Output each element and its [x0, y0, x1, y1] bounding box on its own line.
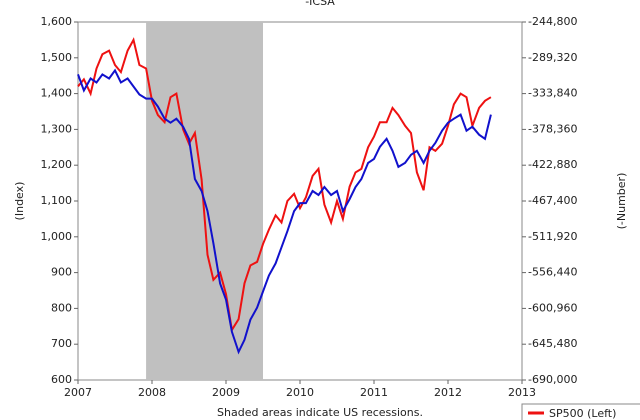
y2-tick-label: -467,400 [528, 194, 577, 207]
recession-note: Shaded areas indicate US recessions. [217, 406, 423, 419]
x-tick-label: 2012 [434, 386, 462, 399]
y2-axis-label: (-Number) [615, 173, 628, 230]
series-line [77, 68, 492, 355]
legend-box [521, 403, 640, 420]
y-tick-label: 1,300 [41, 122, 73, 135]
x-tick-label: 2013 [508, 386, 536, 399]
series-line [77, 37, 492, 333]
y-tick-label: 1,400 [41, 87, 73, 100]
y-tick-label: 1,200 [41, 158, 73, 171]
y2-tick-label: -511,920 [528, 230, 577, 243]
y-tick-label: 1,100 [41, 194, 73, 207]
x-tick-label: 2011 [360, 386, 388, 399]
x-tick-label: 2008 [138, 386, 166, 399]
y-axis-label: (Index) [13, 182, 26, 221]
y2-tick-label: -333,840 [528, 87, 577, 100]
x-tick-label: 2007 [64, 386, 92, 399]
y-tick-label: 900 [51, 266, 72, 279]
y-tick-label: 1,500 [41, 51, 73, 64]
y-tick-label: 800 [51, 301, 72, 314]
y2-tick-label: -645,480 [528, 337, 577, 350]
y-tick-label: 1,600 [41, 15, 73, 28]
y2-tick-label: -556,440 [528, 266, 577, 279]
y2-tick-label: -422,880 [528, 158, 577, 171]
legend-label: SP500 (Left) [549, 407, 616, 420]
y-tick-label: 600 [51, 373, 72, 386]
y2-tick-label: -289,320 [528, 51, 577, 64]
y2-tick-label: -244,800 [528, 15, 577, 28]
y-tick-label: 700 [51, 337, 72, 350]
y2-tick-label: -600,960 [528, 301, 577, 314]
plot-area [77, 21, 523, 381]
y2-tick-label: -378,360 [528, 122, 577, 135]
y2-tick-label: -690,000 [528, 373, 577, 386]
x-tick-label: 2009 [212, 386, 240, 399]
y-tick-label: 1,000 [41, 230, 73, 243]
chart-title: -ICSA [305, 0, 335, 8]
x-tick-label: 2010 [286, 386, 314, 399]
